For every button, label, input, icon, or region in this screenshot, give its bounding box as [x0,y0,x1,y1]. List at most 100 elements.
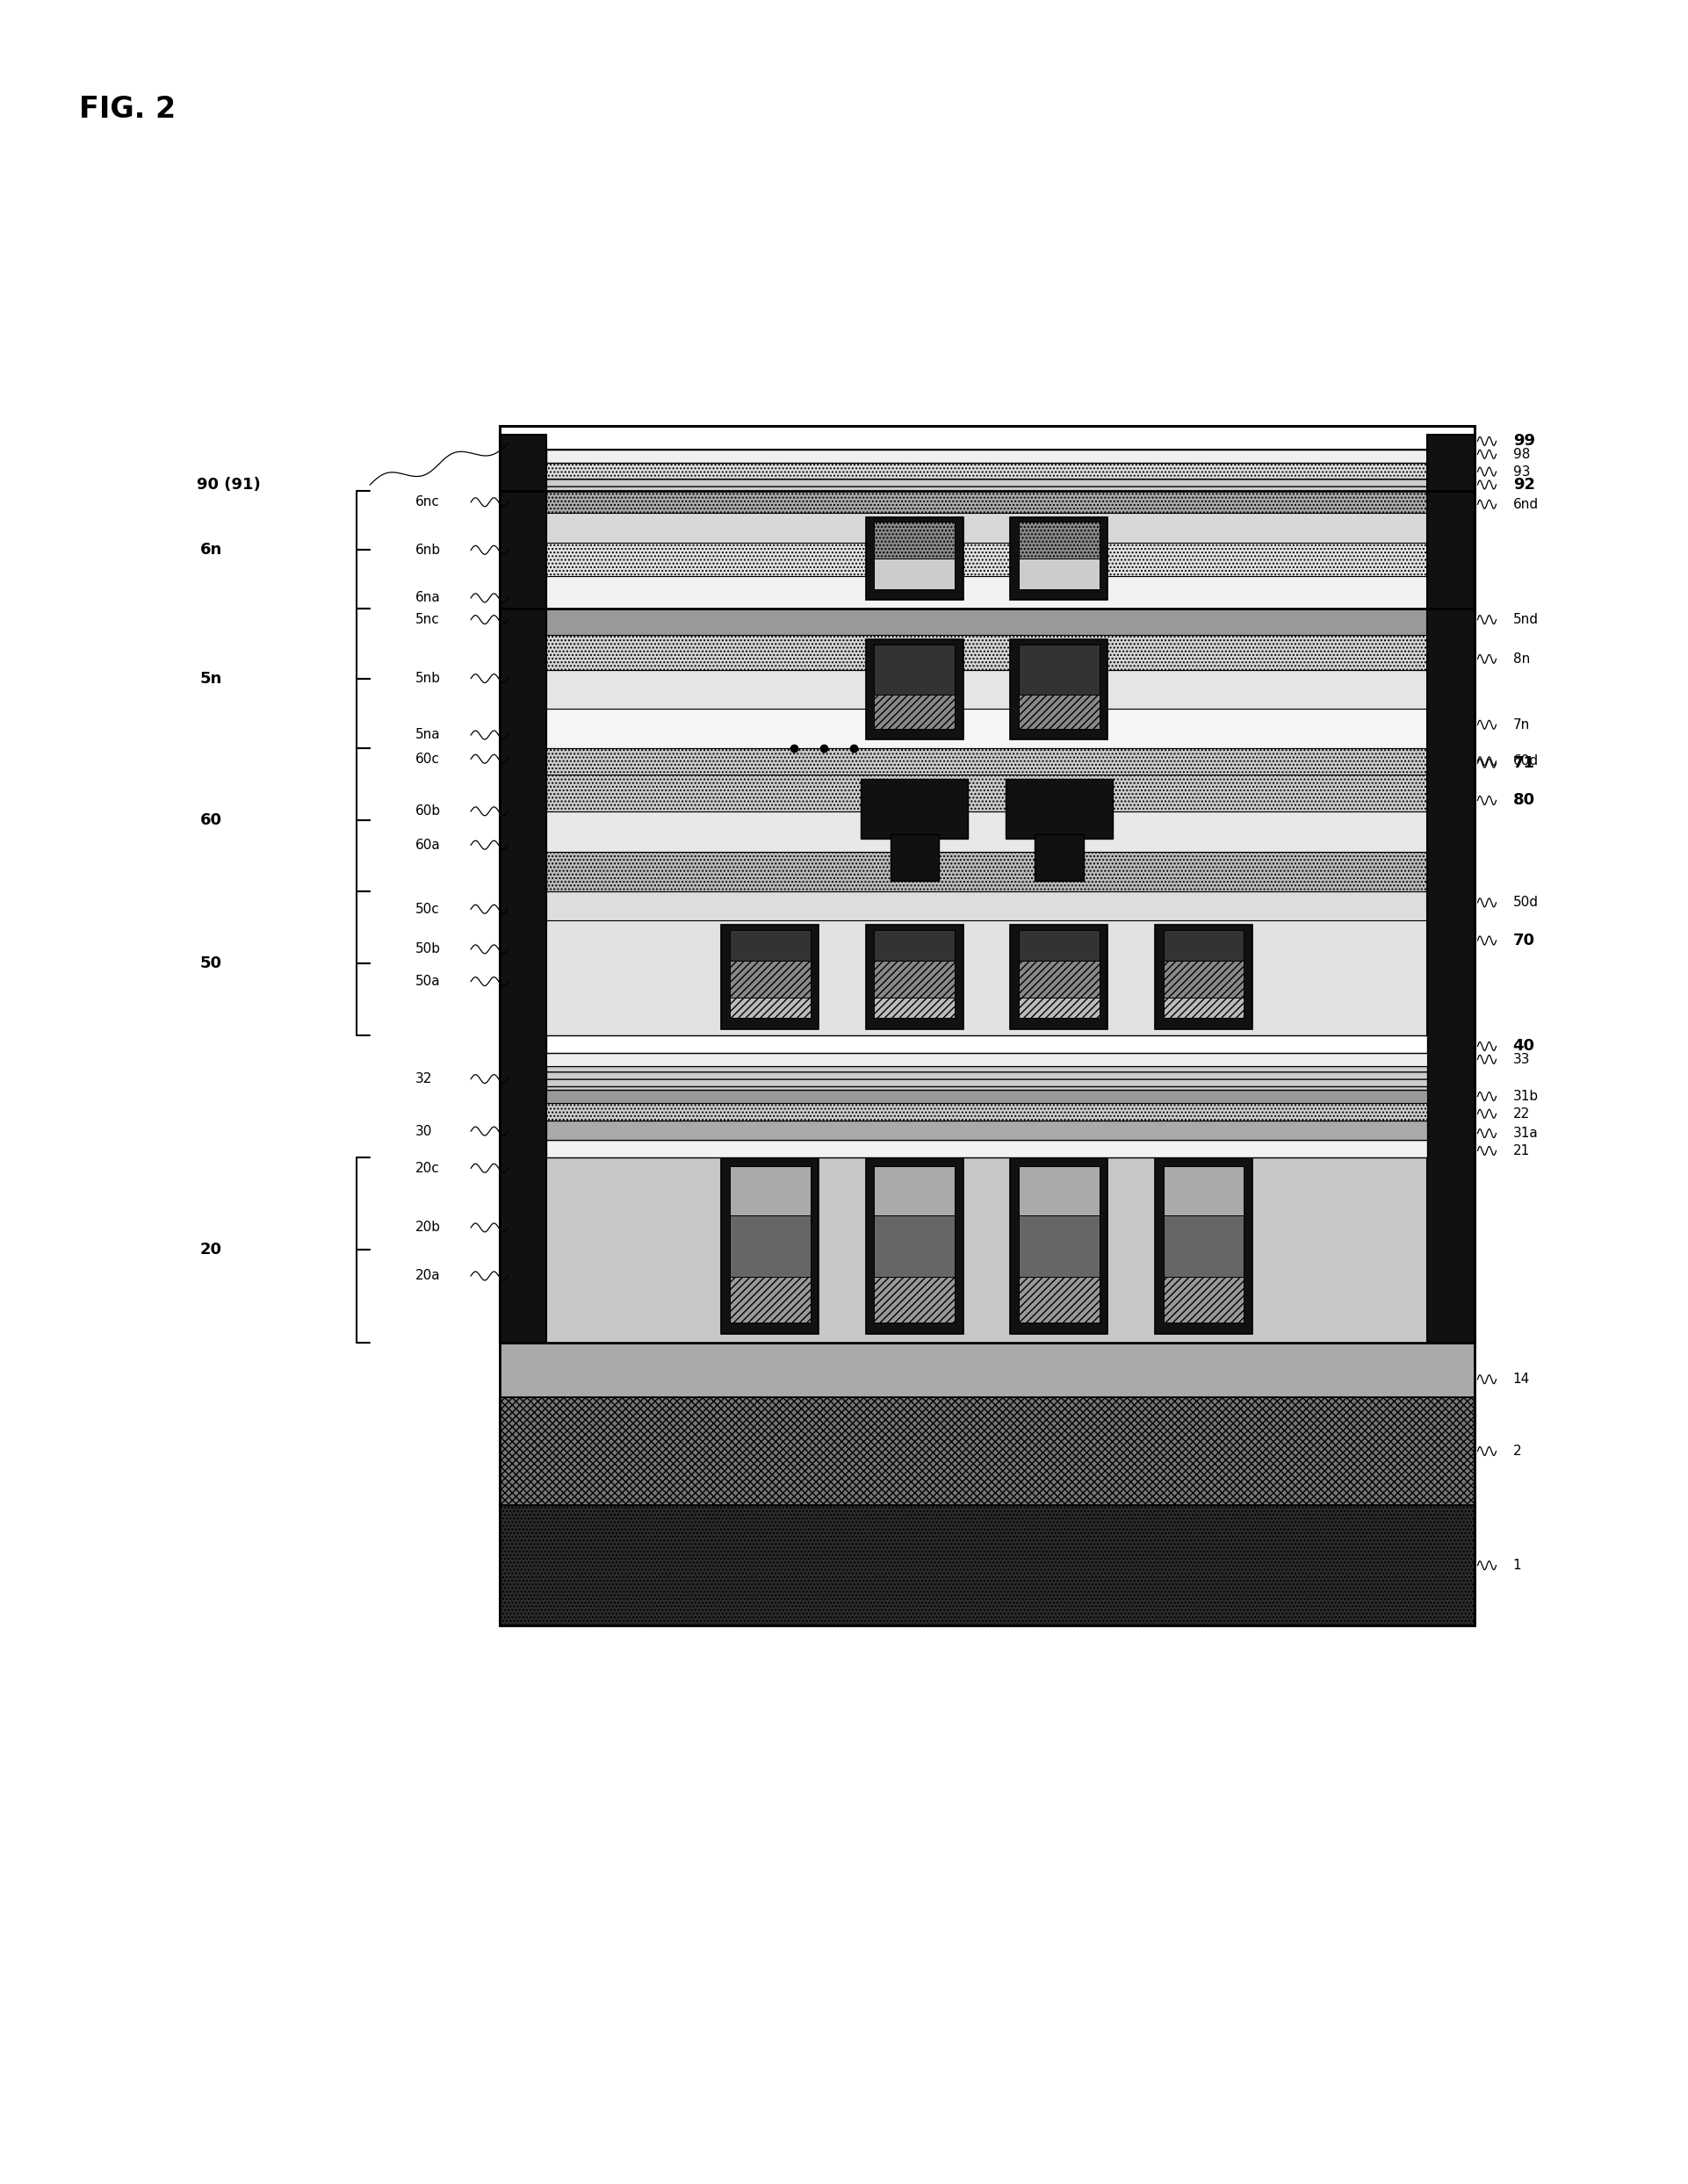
Text: 90 (91): 90 (91) [197,476,262,494]
Text: 50: 50 [201,957,223,972]
Bar [1020,522,1099,559]
Text: 8n: 8n [1512,653,1529,666]
Bar [547,891,1426,1035]
Bar [874,644,955,695]
Bar [547,577,1426,609]
Text: 92: 92 [1512,476,1534,494]
Bar [874,559,955,590]
Text: 40: 40 [1512,1037,1534,1055]
Bar [547,450,1426,463]
Bar [729,1278,810,1324]
Text: 5n: 5n [199,670,223,686]
Text: 50c: 50c [415,902,441,915]
Bar [547,609,1426,670]
Bar [547,491,1426,544]
Text: 50b: 50b [415,943,441,957]
Text: 50d: 50d [1512,895,1538,909]
Bar [547,852,1426,891]
Bar [547,1103,1426,1120]
Bar [1011,1158,1107,1334]
Bar [1011,518,1107,601]
Text: 6nc: 6nc [415,496,441,509]
Bar [721,1158,819,1334]
Text: 2: 2 [1512,1444,1521,1457]
Text: 60: 60 [201,812,223,828]
Bar [547,1035,1426,1053]
Text: 60d: 60d [1512,753,1538,769]
Text: 6n: 6n [199,542,223,557]
Bar [861,778,969,839]
Text: 20b: 20b [415,1221,441,1234]
Bar [890,834,939,880]
Text: 5nc: 5nc [415,614,441,627]
Bar [547,1066,1426,1090]
Text: 5nb: 5nb [415,673,441,686]
Text: 99: 99 [1512,432,1534,450]
Bar [547,1090,1426,1103]
Text: 1: 1 [1512,1559,1521,1572]
Bar [866,924,964,1029]
Bar [547,1120,1426,1140]
Bar [1163,1278,1244,1324]
Text: 31b: 31b [1512,1090,1538,1103]
Bar [547,749,1426,891]
Bar [1020,1216,1099,1278]
Bar [729,961,810,998]
Text: 20c: 20c [415,1162,441,1175]
Bar [500,1343,1474,1398]
Text: 22: 22 [1512,1107,1529,1120]
Bar [874,1278,955,1324]
Text: 60b: 60b [415,804,441,817]
Text: 80: 80 [1512,793,1534,808]
Bar [729,930,810,961]
Bar [874,930,955,961]
Text: 98: 98 [1512,448,1529,461]
Bar [547,463,1426,478]
Bar [1020,644,1099,695]
Bar [1011,640,1107,740]
Bar [547,1140,1426,1158]
Bar [866,518,964,601]
Text: 21: 21 [1512,1144,1529,1158]
Bar [547,1053,1426,1066]
Bar [1011,924,1107,1029]
Bar [547,749,1426,810]
Bar [874,1166,955,1216]
Bar [1020,559,1099,590]
Bar [874,998,955,1018]
Bar [1163,961,1244,998]
Bar [547,491,1426,609]
Text: 5na: 5na [415,729,441,743]
Bar [1006,778,1112,839]
Bar [547,810,1426,852]
Text: 60a: 60a [415,839,441,852]
Text: 14: 14 [1512,1374,1529,1387]
Bar [500,1398,1474,1505]
Text: 6nb: 6nb [415,544,441,557]
Bar [874,522,955,559]
Bar [874,695,955,729]
Bar [729,1216,810,1278]
Bar [1163,1216,1244,1278]
Text: 20: 20 [201,1243,223,1258]
Text: 30: 30 [415,1125,432,1138]
Bar [547,491,1426,513]
Bar [547,609,1426,749]
Bar [1163,930,1244,961]
Bar [729,998,810,1018]
Bar [874,1216,955,1278]
Text: 7n: 7n [1512,719,1529,732]
Text: FIG. 2: FIG. 2 [79,96,176,124]
Bar [500,426,1474,450]
Text: 31a: 31a [1512,1127,1538,1140]
Bar [1020,998,1099,1018]
Bar [874,961,955,998]
Bar [729,1166,810,1216]
Bar [547,609,1426,636]
Text: 93: 93 [1512,465,1529,478]
Bar [721,924,819,1029]
Bar [547,670,1426,710]
Text: 6na: 6na [415,592,441,605]
Text: 20a: 20a [415,1269,441,1282]
Bar [1163,1166,1244,1216]
